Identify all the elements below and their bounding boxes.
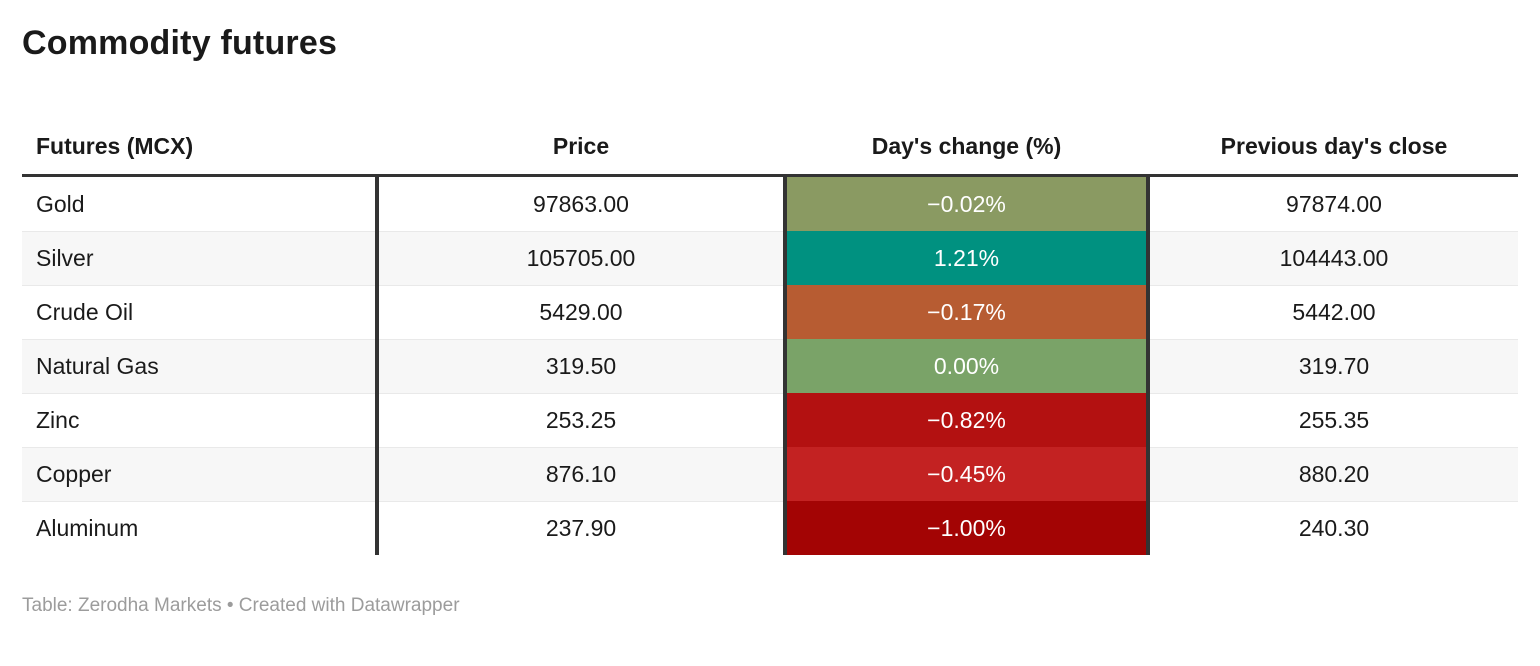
column-divider (1146, 447, 1150, 501)
column-divider (783, 285, 787, 339)
column-divider (375, 285, 379, 339)
price-cell: 5429.00 (379, 285, 783, 339)
change-cell: −0.45% (787, 447, 1146, 501)
page-title: Commodity futures (22, 24, 338, 62)
col-header-prev-close: Previous day's close (1220, 132, 1448, 159)
table-body: Gold 97863.00 −0.02% 97874.00 Silver 105… (22, 177, 1518, 555)
prev-close-cell: 319.70 (1150, 339, 1518, 393)
column-divider (783, 393, 787, 447)
column-divider (1146, 339, 1150, 393)
future-cell: Copper (22, 447, 375, 501)
column-divider (375, 339, 379, 393)
column-divider (783, 231, 787, 285)
footer-credit: Table: Zerodha Markets • Created with Da… (22, 595, 460, 616)
table-row: Gold 97863.00 −0.02% 97874.00 (22, 177, 1518, 231)
change-cell: −1.00% (787, 501, 1146, 555)
prev-close-cell: 880.20 (1150, 447, 1518, 501)
table-row: Zinc 253.25 −0.82% 255.35 (22, 393, 1518, 447)
column-divider (375, 501, 379, 555)
future-cell: Natural Gas (22, 339, 375, 393)
price-cell: 97863.00 (533, 190, 629, 217)
column-divider (375, 231, 379, 285)
column-divider (1146, 177, 1150, 231)
change-cell: 1.21% (787, 231, 1146, 285)
column-divider (783, 339, 787, 393)
prev-close-cell: 104443.00 (1150, 231, 1518, 285)
change-cell: −0.02% (787, 177, 1146, 231)
column-divider (1146, 285, 1150, 339)
table-row: Copper 876.10 −0.45% 880.20 (22, 447, 1518, 501)
price-cell: 253.25 (379, 393, 783, 447)
change-cell: −0.17% (787, 285, 1146, 339)
col-header-futures: Futures (MCX) (36, 132, 194, 159)
change-cell: 0.00% (787, 339, 1146, 393)
prev-close-cell: 255.35 (1150, 393, 1518, 447)
future-cell: Gold (36, 190, 85, 217)
table-row: Aluminum 237.90 −1.00% 240.30 (22, 501, 1518, 555)
commodity-futures-table: Futures (MCX) Price Day's change (%) Pre… (22, 118, 1518, 555)
price-cell: 237.90 (379, 501, 783, 555)
column-divider (375, 177, 379, 231)
column-divider (783, 177, 787, 231)
table-row: Natural Gas 319.50 0.00% 319.70 (22, 339, 1518, 393)
table-row: Silver 105705.00 1.21% 104443.00 (22, 231, 1518, 285)
column-divider (375, 393, 379, 447)
col-header-price: Price (552, 132, 610, 159)
table-header-row: Futures (MCX) Price Day's change (%) Pre… (22, 118, 1518, 177)
prev-close-cell: 240.30 (1150, 501, 1518, 555)
column-divider (783, 447, 787, 501)
column-divider (1146, 501, 1150, 555)
price-cell: 105705.00 (379, 231, 783, 285)
price-cell: 319.50 (379, 339, 783, 393)
column-divider (375, 447, 379, 501)
table-row: Crude Oil 5429.00 −0.17% 5442.00 (22, 285, 1518, 339)
prev-close-cell: 97874.00 (1286, 190, 1382, 217)
future-cell: Crude Oil (22, 285, 375, 339)
column-divider (1146, 231, 1150, 285)
future-cell: Zinc (22, 393, 375, 447)
column-divider (783, 501, 787, 555)
price-cell: 876.10 (379, 447, 783, 501)
future-cell: Silver (22, 231, 375, 285)
col-header-change: Day's change (%) (871, 132, 1062, 159)
future-cell: Aluminum (22, 501, 375, 555)
change-cell: −0.82% (787, 393, 1146, 447)
prev-close-cell: 5442.00 (1150, 285, 1518, 339)
column-divider (1146, 393, 1150, 447)
